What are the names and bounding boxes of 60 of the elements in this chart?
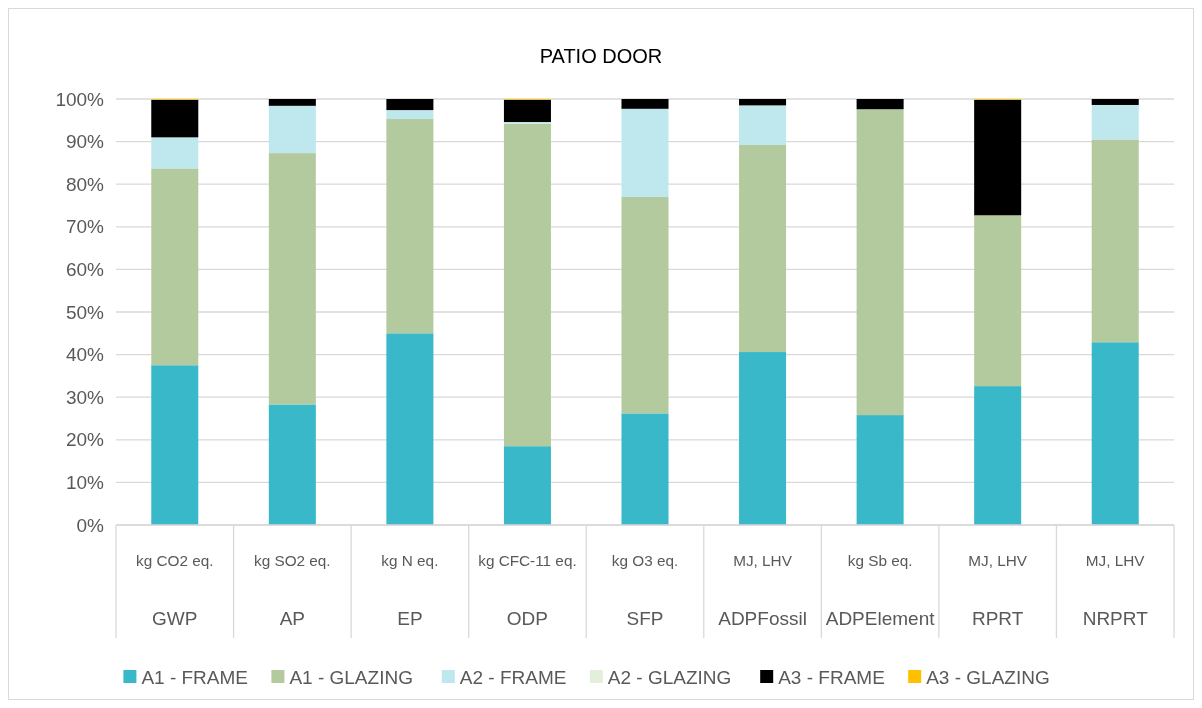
- bar: [1091, 139, 1139, 343]
- bar: [1091, 342, 1139, 525]
- bar: [739, 352, 787, 525]
- bar: [974, 99, 1022, 216]
- y-tick-label: 70%: [65, 216, 105, 238]
- bar: [503, 446, 551, 525]
- bar: [503, 99, 551, 122]
- bar: [386, 119, 434, 334]
- chart-title: PATIO DOOR: [539, 45, 663, 67]
- bar: [621, 196, 669, 414]
- bar: [856, 109, 904, 416]
- y-tick-label: 50%: [65, 301, 105, 323]
- bar: [268, 404, 316, 525]
- bar: [974, 215, 1022, 387]
- bar: [268, 105, 316, 154]
- category-label: MJ, LHV ADPFossil: [718, 552, 807, 629]
- y-tick-label: 100%: [55, 88, 105, 110]
- bar: [974, 386, 1022, 525]
- bar: [151, 99, 199, 138]
- bar: [739, 99, 787, 106]
- bar: [621, 108, 669, 197]
- bar: [1091, 104, 1139, 140]
- bar: [621, 413, 669, 525]
- y-tick-label: 40%: [65, 344, 105, 366]
- legend-label: A1 - GLAZING: [289, 666, 413, 688]
- bar: [1091, 99, 1139, 105]
- category-label: kg O3 eq. SFP: [611, 552, 679, 629]
- bar: [268, 99, 316, 106]
- bar: [386, 333, 434, 525]
- y-tick-label: 0%: [76, 514, 105, 536]
- y-tick-label: 90%: [65, 131, 105, 153]
- category-label: kg CO2 eq. GWP: [136, 552, 214, 629]
- category-label: MJ, LHV RPRT: [968, 552, 1028, 629]
- legend-label: A2 - GLAZING: [607, 666, 732, 688]
- legend-label: A2 - FRAME: [459, 666, 567, 688]
- category-label: MJ, LHV NRPRT: [1082, 552, 1148, 629]
- bar: [739, 105, 787, 146]
- bar: [151, 137, 199, 169]
- y-tick-label: 10%: [65, 472, 105, 494]
- category-label: kg Sb eq. ADPElement: [825, 552, 935, 629]
- y-tick-label: 60%: [65, 259, 105, 281]
- bar: [151, 168, 199, 366]
- bar: [386, 110, 434, 120]
- y-tick-label: 80%: [65, 173, 105, 195]
- category-label: kg CFC-11 eq. ODP: [478, 552, 577, 629]
- bar: [268, 153, 316, 405]
- category-label: kg N eq. EP: [381, 552, 439, 629]
- bar: [856, 99, 904, 110]
- legend-label: A1 - FRAME: [141, 666, 249, 688]
- y-tick-label: 20%: [65, 429, 105, 451]
- bar: [386, 99, 434, 111]
- legend-label: A3 - FRAME: [778, 666, 885, 688]
- legend-label: A3 - GLAZING: [926, 666, 1050, 688]
- bar: [856, 415, 904, 525]
- category-label: kg SO2 eq. AP: [254, 552, 331, 629]
- y-tick-label: 30%: [65, 386, 105, 408]
- bar: [503, 123, 551, 447]
- bar: [151, 365, 199, 525]
- bar: [739, 145, 787, 353]
- bar: [621, 99, 669, 109]
